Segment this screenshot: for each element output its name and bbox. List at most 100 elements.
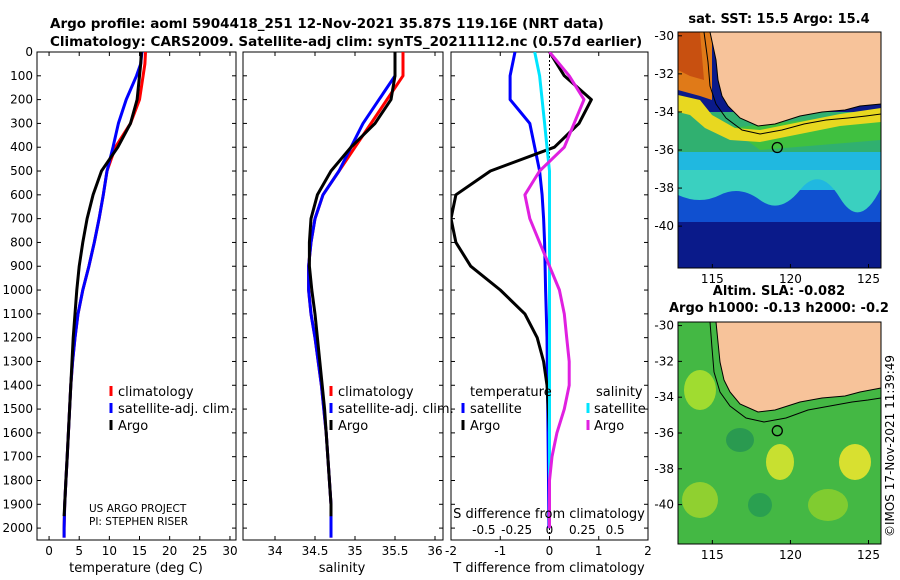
legend-label-s-argo: Argo [594,419,624,434]
y-tick-label: 100 [10,69,33,83]
x-tick-label: 15 [132,544,147,558]
map-y-tick-label: -40 [654,219,674,233]
map-x-tick-label: 115 [701,548,724,562]
y-tick-label: 600 [10,188,33,202]
map-x-tick-label: 120 [779,548,802,562]
y-tick-label: 900 [10,259,33,273]
x2-tick-label: -0.25 [501,523,532,537]
series-line-argo [62,52,143,517]
sst-shelf-contour [703,32,881,135]
map-y-tick-label: -32 [654,67,674,81]
sla-map-subtitle: Argo h1000: -0.13 h2000: -0.2 [669,301,889,316]
sst-argo-marker [771,141,783,154]
y-tick-label: 400 [10,140,33,154]
temperature-xlabel: temperature (deg C) [69,561,203,576]
x-tick-label: 1 [595,544,603,558]
y-tick-label: 1100 [2,307,33,321]
figure-title-line1: Argo profile: aoml 5904418_251 12-Nov-20… [50,16,604,32]
map-x-tick-label: 125 [857,272,880,286]
map-y-tick-label: -36 [654,143,674,157]
map-y-tick-label: -38 [654,181,674,195]
y-tick-label: 1400 [2,378,33,392]
y-tick-label: 2000 [2,521,33,535]
salinity-lines [307,52,405,538]
temperature-axes [36,51,237,541]
x-tick-label: 20 [162,544,177,558]
figure-title-line2: Climatology: CARS2009. Satellite-adj cli… [50,34,642,50]
sst-coastline [709,32,881,127]
y-tick-label: 700 [10,212,33,226]
sst-map-image [678,32,881,268]
legend-label-t-argo: Argo [470,419,500,434]
y-tick-label: 800 [10,235,33,249]
legend-label-satellite: satellite-adj. clim. [338,402,454,417]
map-y-tick-label: -40 [654,498,674,512]
salinity-axes [242,51,444,541]
legend-title-temperature: temperature [470,385,552,400]
x2-tick-label: 0.25 [569,523,596,537]
salinity-xlabel: salinity [319,561,366,576]
x-tick-label: 10 [102,544,117,558]
legend-label-climatology: climatology [118,385,194,400]
series-line-climatology [307,52,405,538]
map-y-tick-label: -34 [654,105,674,119]
sla-patch [684,370,716,410]
temperature-legend: climatology satellite-adj. clim. Argo [109,385,234,434]
x2-tick-label: 0.5 [606,523,625,537]
y-tick-label: 1500 [2,402,33,416]
sla-coastline [715,322,881,413]
legend-label-t-satellite: satellite [470,402,522,417]
y-tick-label: 1900 [2,497,33,511]
map-y-tick-label: -36 [654,426,674,440]
series-line-argo [307,52,397,517]
x-tick-label: 5 [75,544,83,558]
x-tick-label: -2 [445,544,457,558]
y-tick-label: 1200 [2,331,33,345]
x-tick-label: 35 [347,544,362,558]
legend-label-argo: Argo [338,419,368,434]
x-tick-label: 30 [222,544,237,558]
y-tick-label: 1600 [2,426,33,440]
sst-map-ticks: 115 120 125 -30 -32 -34 -36 -38 -40 [654,29,880,286]
map-y-tick-label: -34 [654,390,674,404]
sst-map-title: sat. SST: 15.5 Argo: 15.4 [688,12,869,27]
sla-map-title: Altim. SLA: -0.082 [713,284,845,299]
difference-xlabel: T difference from climatology [452,561,645,576]
series-line-satellite-adj-clim- [307,52,397,538]
sla-map-ticks: 115 120 125 -30 -32 -34 -36 -38 -40 [654,319,880,562]
sla-argo-marker [771,425,783,437]
salinity-legend: climatology satellite-adj. clim. Argo [329,385,454,434]
y-tick-label: 500 [10,164,33,178]
temperature-ticks: 0100200300400500600700800900100011001200… [2,45,237,558]
legend-label-satellite: satellite-adj. clim. [118,402,234,417]
difference-x2label: S difference from climatology [453,507,645,522]
sst-land [710,32,881,126]
credit-line1: US ARGO PROJECT [89,503,187,515]
x-tick-label: 2 [644,544,652,558]
difference-lines [451,52,593,529]
series-line-salinity-argo [523,52,586,529]
timestamp: ©IMOS 17-Nov-2021 11:39:49 [883,355,897,537]
legend-label-argo: Argo [118,419,148,434]
x-tick-label: 36 [427,544,442,558]
y-tick-label: 0 [25,45,33,59]
y-tick-label: 1000 [2,283,33,297]
credit-line2: PI: STEPHEN RISER [89,516,188,528]
map-x-tick-label: 125 [857,548,880,562]
sla-patch [839,444,871,480]
salinity-ticks: 34 34.5 35 35.5 36 [243,51,443,558]
map-y-tick-label: -38 [654,462,674,476]
x2-tick-label: -0.5 [472,523,495,537]
temperature-lines [62,52,147,538]
y-tick-label: 200 [10,93,33,107]
map-y-tick-label: -32 [654,354,674,368]
x-tick-label: 25 [192,544,207,558]
x-tick-label: 35.5 [382,544,409,558]
x-tick-label: 0 [546,544,554,558]
map-y-tick-label: -30 [654,29,674,43]
series-line-temperature-argo [451,52,593,529]
sla-map-image [678,322,881,544]
sla-land [716,322,881,412]
